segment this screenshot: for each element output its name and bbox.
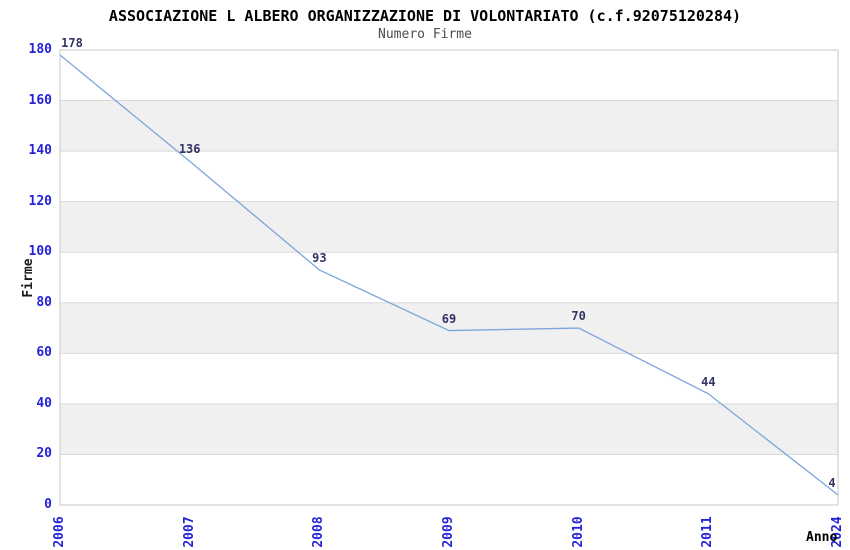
x-tick-label: 2009 xyxy=(441,516,456,548)
y-tick-label: 180 xyxy=(28,42,52,57)
x-tick-label: 2010 xyxy=(570,516,586,548)
y-tick-label: 160 xyxy=(28,92,52,108)
y-tick-label: 20 xyxy=(36,446,52,462)
chart-title: ASSOCIAZIONE L ALBERO ORGANIZZAZIONE DI … xyxy=(108,7,742,25)
y-tick-label: 40 xyxy=(36,395,52,411)
data-point-label: 136 xyxy=(178,142,201,157)
data-point-label: 69 xyxy=(441,311,457,326)
x-tick-label: 2008 xyxy=(311,516,327,548)
data-point-label: 70 xyxy=(571,309,586,324)
data-point-label: 93 xyxy=(312,250,327,265)
y-tick-label: 100 xyxy=(28,244,52,260)
data-point-label: 178 xyxy=(61,36,83,51)
y-tick-label: 0 xyxy=(44,497,52,512)
y-tick-label: 60 xyxy=(36,345,52,361)
x-tick-label: 2007 xyxy=(181,516,197,548)
y-tick-label: 80 xyxy=(36,294,52,310)
data-point-label: 44 xyxy=(701,374,716,389)
y-axis-title: Firme xyxy=(21,258,36,298)
y-tick-label: 120 xyxy=(28,193,52,209)
x-tick-label: 2011 xyxy=(700,516,716,548)
chart-subtitle: Numero Firme xyxy=(378,27,472,42)
x-axis-title: Anno xyxy=(806,530,838,545)
x-tick-label: 2006 xyxy=(52,516,67,548)
data-point-label: 4 xyxy=(828,475,836,490)
y-tick-label: 140 xyxy=(28,143,52,159)
